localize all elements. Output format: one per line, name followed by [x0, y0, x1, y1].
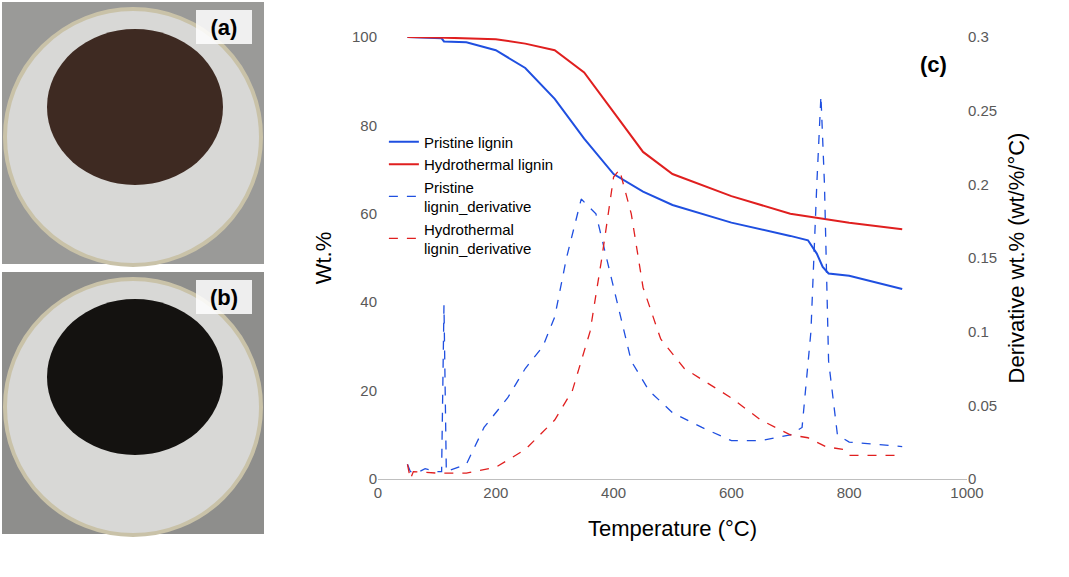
svg-text:40: 40: [360, 293, 377, 310]
svg-text:(c): (c): [920, 52, 947, 77]
svg-text:0.05: 0.05: [968, 397, 997, 414]
svg-text:Temperature (°C): Temperature (°C): [588, 516, 757, 541]
svg-text:(a): (a): [211, 15, 238, 40]
svg-text:60: 60: [360, 205, 377, 222]
svg-text:0.3: 0.3: [968, 28, 989, 45]
svg-text:80: 80: [360, 117, 377, 134]
svg-text:0.15: 0.15: [968, 249, 997, 266]
svg-text:400: 400: [601, 484, 626, 501]
svg-text:Hydrothermallignin_derivative: Hydrothermallignin_derivative: [424, 221, 532, 258]
svg-text:(b): (b): [210, 285, 238, 310]
svg-text:Hydrothermal lignin: Hydrothermal lignin: [424, 156, 553, 173]
svg-text:Wt.%: Wt.%: [311, 232, 336, 285]
svg-text:0: 0: [369, 470, 377, 487]
svg-text:20: 20: [360, 382, 377, 399]
svg-text:0.1: 0.1: [968, 323, 989, 340]
svg-text:0: 0: [968, 470, 976, 487]
svg-text:Derivative wt.% (wt/%/°C): Derivative wt.% (wt/%/°C): [1004, 133, 1029, 384]
svg-text:1000: 1000: [950, 484, 983, 501]
svg-text:600: 600: [719, 484, 744, 501]
svg-text:800: 800: [837, 484, 862, 501]
svg-text:0.25: 0.25: [968, 102, 997, 119]
svg-text:Pristine lignin: Pristine lignin: [424, 134, 513, 151]
svg-text:100: 100: [352, 28, 377, 45]
svg-text:0.2: 0.2: [968, 176, 989, 193]
svg-text:0: 0: [374, 484, 382, 501]
svg-text:Pristinelignin_derivative: Pristinelignin_derivative: [424, 179, 532, 216]
svg-text:200: 200: [483, 484, 508, 501]
